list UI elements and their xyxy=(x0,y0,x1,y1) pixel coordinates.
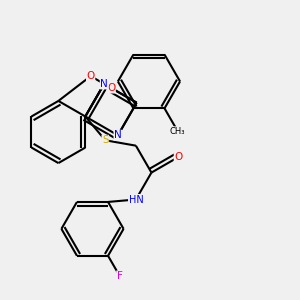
Text: O: O xyxy=(107,83,115,93)
Text: O: O xyxy=(174,152,182,162)
Text: S: S xyxy=(102,135,109,145)
Text: HN: HN xyxy=(128,194,143,205)
Text: N: N xyxy=(114,130,122,140)
Text: N: N xyxy=(100,79,108,89)
Text: O: O xyxy=(86,71,95,81)
Text: CH₃: CH₃ xyxy=(170,127,185,136)
Text: F: F xyxy=(117,271,123,281)
